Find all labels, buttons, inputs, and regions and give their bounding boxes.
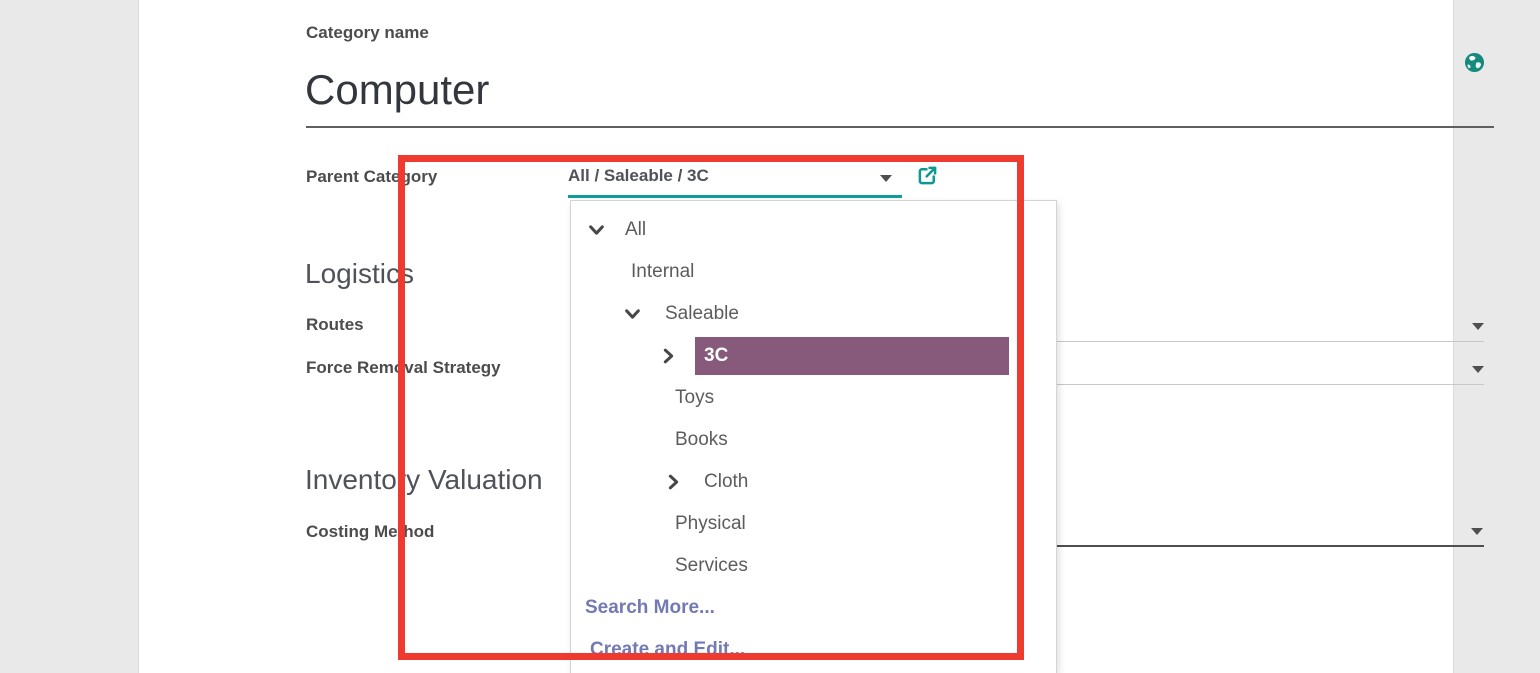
chevron-right-icon[interactable] [660,348,677,365]
form-card: Category name Computer Parent Category A… [138,0,1494,673]
category-name-value[interactable]: Computer [305,66,490,113]
dropdown-item-label: All [625,219,647,240]
search-more-link[interactable]: Search More... [585,597,715,618]
parent-category-input[interactable]: All / Saleable / 3C [568,166,709,185]
routes-caret-icon[interactable] [1472,323,1484,330]
dropdown-item-books[interactable]: Books [571,419,1056,461]
dropdown-item-3c-selected[interactable]: 3C [571,335,1056,377]
chevron-right-icon[interactable] [665,474,682,491]
parent-category-caret-icon[interactable] [880,175,892,182]
dropdown-item-label: Services [675,555,748,576]
dropdown-item-internal[interactable]: Internal [571,251,1056,293]
inventory-valuation-section-title: Inventory Valuation [305,464,543,495]
dropdown-item-label: Books [675,429,728,450]
dropdown-item-toys[interactable]: Toys [571,377,1056,419]
dropdown-item-label: Cloth [704,471,749,492]
dropdown-item-label: Toys [675,387,715,408]
dropdown-action-create-and-edit[interactable]: Create and Edit... [571,629,1056,671]
force-removal-strategy-label: Force Removal Strategy [306,358,501,377]
create-and-edit-link[interactable]: Create and Edit... [590,639,746,660]
dropdown-item-services[interactable]: Services [571,545,1056,587]
dropdown-item-cloth[interactable]: Cloth [571,461,1056,503]
dropdown-item-saleable[interactable]: Saleable [571,293,1056,335]
force-removal-caret-icon[interactable] [1472,366,1484,373]
category-name-label: Category name [306,23,429,42]
dropdown-action-search-more[interactable]: Search More... [571,587,1056,629]
dropdown-item-label: 3C [704,345,729,366]
parent-category-dropdown: All Internal Saleable 3C Toys Books [570,200,1057,673]
costing-method-label: Costing Method [306,522,435,541]
selected-item-highlight: 3C [695,337,1009,375]
chevron-down-icon[interactable] [588,222,605,239]
dropdown-item-label: Physical [675,513,746,534]
parent-category-underline [568,195,902,198]
category-name-input-underline [306,126,1494,128]
globe-icon[interactable] [1464,52,1485,73]
external-link-icon[interactable] [915,163,940,188]
dropdown-item-label: Saleable [665,303,739,324]
dropdown-item-physical[interactable]: Physical [571,503,1056,545]
dropdown-item-label: Internal [631,261,695,282]
logistics-section-title: Logistics [305,258,414,289]
routes-label: Routes [306,315,364,334]
parent-category-label: Parent Category [306,167,438,186]
costing-method-caret-icon[interactable] [1471,528,1483,535]
chevron-down-icon[interactable] [624,306,641,323]
dropdown-item-all[interactable]: All [571,209,1056,251]
